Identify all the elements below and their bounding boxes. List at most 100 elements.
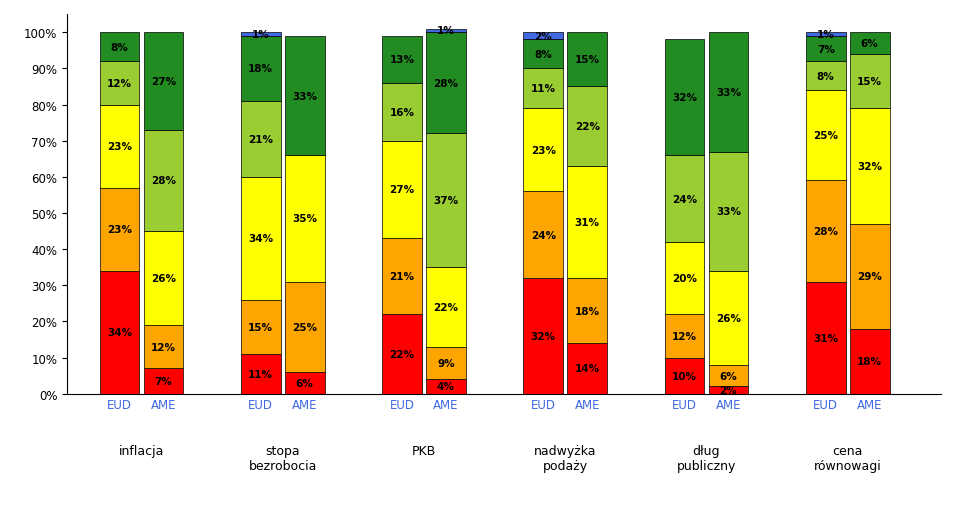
Text: 23%: 23% [531,145,556,156]
Text: 22%: 22% [390,349,415,359]
Bar [850,109,890,224]
Text: 28%: 28% [151,176,176,186]
Text: cena
równowagi: cena równowagi [814,444,881,472]
Text: 4%: 4% [437,382,455,392]
Text: 28%: 28% [813,227,838,236]
Bar [523,109,564,192]
Text: 18%: 18% [857,357,882,367]
Bar [100,271,139,394]
Bar [426,379,466,394]
Bar [100,106,139,188]
Text: 22%: 22% [433,302,459,312]
Text: 15%: 15% [249,322,274,332]
Bar [100,33,139,62]
Bar [144,131,183,232]
Text: 34%: 34% [249,234,274,244]
Bar [241,177,280,300]
Text: 32%: 32% [857,162,882,172]
Text: 6%: 6% [720,371,737,381]
Bar [708,387,748,394]
Text: 8%: 8% [535,50,552,60]
Bar [567,343,607,394]
Text: 34%: 34% [107,328,132,337]
Text: 7%: 7% [155,376,173,386]
Text: 31%: 31% [813,333,838,343]
Text: 18%: 18% [249,64,274,74]
Bar [241,37,280,102]
Bar [285,372,324,394]
Bar [285,37,324,156]
Text: 8%: 8% [817,72,834,81]
Bar [100,188,139,271]
Bar [708,365,748,387]
Bar [805,91,846,181]
Text: 1%: 1% [437,26,455,36]
Text: 13%: 13% [390,55,415,65]
Text: 24%: 24% [531,230,556,240]
Bar [567,33,607,87]
Text: 28%: 28% [433,79,459,89]
Bar [241,354,280,394]
Bar [664,156,705,242]
Text: 27%: 27% [390,185,415,195]
Bar [567,278,607,343]
Bar [426,33,466,134]
Text: 32%: 32% [672,93,697,103]
Text: 12%: 12% [107,79,132,89]
Bar [708,152,748,271]
Bar [426,347,466,379]
Text: 33%: 33% [716,88,741,97]
Bar [241,33,280,37]
Bar [382,315,421,394]
Bar [144,232,183,325]
Bar [144,325,183,369]
Text: 12%: 12% [672,331,697,341]
Text: 22%: 22% [575,122,600,132]
Text: 15%: 15% [857,77,882,87]
Bar [382,84,421,141]
Text: PKB: PKB [412,444,436,458]
Bar [708,271,748,365]
Bar [805,181,846,282]
Text: 21%: 21% [390,272,415,282]
Text: 24%: 24% [672,194,697,204]
Bar [426,134,466,268]
Text: 15%: 15% [575,55,600,65]
Text: 12%: 12% [151,342,176,352]
Text: 16%: 16% [390,108,415,118]
Bar [523,40,564,69]
Bar [426,268,466,347]
Text: 11%: 11% [531,84,556,94]
Bar [567,87,607,167]
Text: dług
publiczny: dług publiczny [677,444,736,472]
Text: 21%: 21% [249,135,274,144]
Bar [285,156,324,282]
Bar [708,33,748,152]
Text: 31%: 31% [575,218,600,228]
Text: 2%: 2% [535,32,552,42]
Text: 9%: 9% [437,358,455,368]
Text: 6%: 6% [861,39,878,49]
Bar [664,315,705,358]
Bar [382,239,421,315]
Bar [805,282,846,394]
Bar [805,37,846,62]
Text: 35%: 35% [292,214,317,224]
Bar [241,300,280,354]
Bar [567,167,607,278]
Bar [664,242,705,315]
Text: 7%: 7% [817,44,834,55]
Bar [805,62,846,91]
Bar [805,33,846,37]
Text: 14%: 14% [575,364,600,374]
Bar [382,37,421,84]
Text: 18%: 18% [575,306,600,316]
Text: 23%: 23% [107,142,132,152]
Bar [523,192,564,278]
Bar [100,62,139,106]
Bar [426,30,466,33]
Bar [523,69,564,109]
Bar [523,33,564,40]
Bar [850,55,890,109]
Bar [523,278,564,394]
